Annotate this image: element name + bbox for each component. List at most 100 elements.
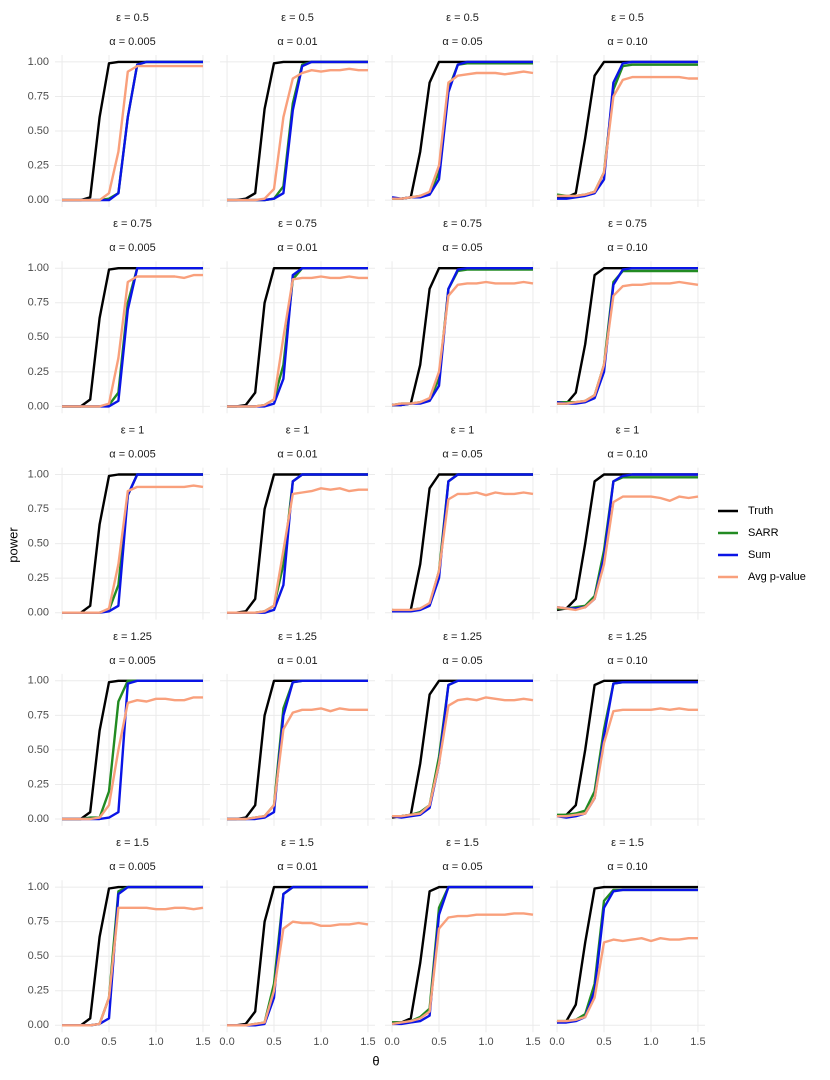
y-axis-label: power — [5, 527, 20, 563]
strip-title: ε = 1 — [616, 425, 640, 437]
y-tick-label: 0.75 — [28, 503, 49, 515]
strip-subtitle: α = 0.01 — [277, 36, 317, 48]
y-tick-label: 0.75 — [28, 916, 49, 928]
strip-title: ε = 1.5 — [446, 837, 479, 849]
series-line — [556, 473, 698, 612]
legend-label: SARR — [748, 527, 779, 539]
strip-subtitle: α = 0.05 — [442, 449, 482, 461]
strip-title: ε = 0.5 — [116, 12, 149, 24]
y-tick-label: 1.00 — [28, 881, 49, 893]
strip-subtitle: α = 0.05 — [442, 36, 482, 48]
y-tick-label: 0.50 — [28, 744, 49, 756]
strip-subtitle: α = 0.10 — [607, 655, 647, 667]
x-tick-label: 1.0 — [313, 1036, 328, 1048]
strip-title: ε = 0.75 — [278, 218, 317, 230]
series-line — [392, 696, 534, 818]
series-line — [227, 275, 368, 408]
y-tick-label: 0.25 — [28, 159, 49, 171]
x-tick-label: 0.5 — [266, 1036, 281, 1048]
strip-title: ε = 0.5 — [281, 12, 314, 24]
series-line — [62, 273, 203, 408]
y-tick-label: 0.25 — [28, 985, 49, 997]
series-line — [392, 473, 533, 613]
legend-label: Truth — [748, 505, 773, 517]
series-line — [227, 487, 368, 614]
series-line — [556, 495, 699, 612]
series-line — [391, 679, 533, 819]
strip-subtitle: α = 0.005 — [109, 861, 155, 873]
strip-subtitle: α = 0.05 — [442, 242, 482, 254]
series-line — [557, 707, 698, 818]
series-line — [62, 906, 204, 1027]
y-tick-label: 0.75 — [28, 297, 49, 309]
y-tick-label: 0.00 — [28, 1019, 49, 1031]
strip-subtitle: α = 0.10 — [607, 242, 647, 254]
y-tick-label: 0.00 — [28, 194, 49, 206]
y-tick-label: 0.50 — [28, 950, 49, 962]
x-tick-label: 0.5 — [101, 1036, 116, 1048]
strip-subtitle: α = 0.005 — [109, 242, 155, 254]
series-line — [392, 267, 533, 407]
legend-label: Sum — [748, 549, 771, 561]
strip-title: ε = 0.75 — [443, 218, 482, 230]
strip-subtitle: α = 0.005 — [109, 449, 155, 461]
series-line — [392, 60, 533, 200]
strip-title: ε = 0.5 — [446, 12, 479, 24]
series-line — [556, 885, 698, 1024]
x-tick-label: 0.5 — [431, 1036, 446, 1048]
strip-title: ε = 1.25 — [113, 631, 152, 643]
strip-subtitle: α = 0.005 — [109, 655, 155, 667]
x-tick-label: 0.0 — [384, 1036, 399, 1048]
y-tick-label: 0.00 — [28, 607, 49, 619]
series-line — [557, 60, 698, 199]
y-tick-label: 0.50 — [28, 331, 49, 343]
series-line — [557, 476, 698, 610]
strip-title: ε = 1.25 — [278, 631, 317, 643]
series-line — [227, 67, 368, 202]
strip-title: ε = 1.25 — [608, 631, 647, 643]
strip-subtitle: α = 0.01 — [277, 861, 317, 873]
series-line — [392, 70, 534, 200]
series-line — [557, 280, 699, 405]
strip-subtitle: α = 0.005 — [109, 36, 155, 48]
series-line — [392, 267, 533, 407]
series-line — [556, 679, 698, 818]
series-line — [557, 888, 698, 1023]
y-tick-label: 0.50 — [28, 125, 49, 137]
strip-subtitle: α = 0.10 — [607, 36, 647, 48]
strip-title: ε = 1.5 — [116, 837, 149, 849]
legend-label: Avg p-value — [748, 571, 806, 583]
series-line — [227, 707, 368, 821]
strip-title: ε = 0.75 — [113, 218, 152, 230]
series-line — [391, 280, 534, 407]
x-tick-label: 0.0 — [54, 1036, 69, 1048]
strip-title: ε = 1.5 — [281, 837, 314, 849]
x-axis-label: θ — [372, 1053, 379, 1068]
y-tick-label: 1.00 — [28, 468, 49, 480]
x-tick-label: 0.0 — [219, 1036, 234, 1048]
x-tick-label: 1.0 — [478, 1036, 493, 1048]
strip-title: ε = 1 — [286, 425, 310, 437]
y-tick-label: 0.75 — [28, 90, 49, 102]
strip-title: ε = 0.75 — [608, 218, 647, 230]
strip-title: ε = 1.25 — [443, 631, 482, 643]
series-line — [62, 484, 204, 614]
strip-subtitle: α = 0.05 — [442, 861, 482, 873]
strip-subtitle: α = 0.01 — [277, 449, 317, 461]
series-line — [557, 60, 698, 200]
series-line — [227, 920, 369, 1027]
y-tick-label: 0.25 — [28, 366, 49, 378]
y-tick-label: 0.00 — [28, 813, 49, 825]
series-line — [62, 696, 203, 821]
x-tick-label: 1.5 — [360, 1036, 375, 1048]
series-line — [392, 491, 534, 612]
series-line — [557, 267, 698, 405]
x-tick-label: 1.0 — [148, 1036, 163, 1048]
y-tick-label: 0.25 — [28, 778, 49, 790]
strip-subtitle: α = 0.05 — [442, 655, 482, 667]
series-line — [557, 75, 698, 198]
strip-subtitle: α = 0.01 — [277, 242, 317, 254]
y-tick-label: 1.00 — [28, 262, 49, 274]
x-tick-label: 1.5 — [690, 1036, 705, 1048]
